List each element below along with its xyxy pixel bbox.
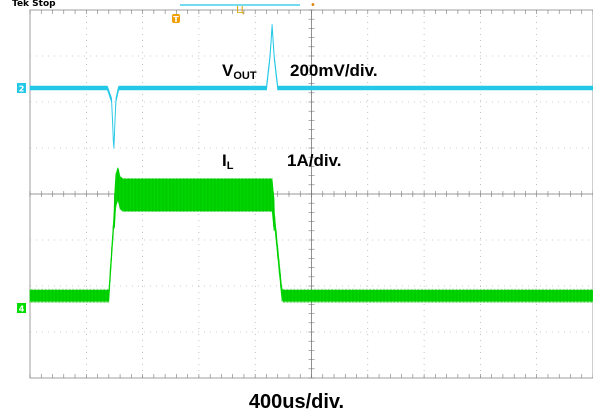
trigger-center-mark: Ц [236,5,244,16]
x-axis-label: 400us/div. [248,391,345,413]
vout-label-main: V [222,61,234,80]
il-label: IL [222,151,234,172]
traces [29,24,593,303]
channel-4-marker: 4 [19,305,25,314]
il-label-main: I [222,151,227,170]
il-scale-label: 1A/div. [287,151,341,170]
trace-labels: VOUT 200mV/div. IL 1A/div. [222,61,378,172]
trigger-marker-box [172,14,180,23]
channel-2-marker: 2 [19,85,25,94]
scope-status-label: Tek Stop [12,0,56,9]
vout-trace [29,24,593,149]
vout-scale-label: 200mV/div. [290,61,378,80]
vout-label-sub: OUT [233,70,257,82]
channel-2-marker-box [17,83,26,93]
markers: Ц • T [172,0,316,24]
channel-markers: 2 4 [17,83,26,314]
trigger-level-mark: • [310,0,316,11]
channel-4-marker-box [17,303,26,313]
trigger-marker: T [173,15,179,24]
oscilloscope-screen: Ц • T VOUT 200mV/div. IL 1A/div. 2 4 [17,0,593,379]
vout-label: VOUT [222,61,257,82]
il-label-sub: L [227,160,234,172]
